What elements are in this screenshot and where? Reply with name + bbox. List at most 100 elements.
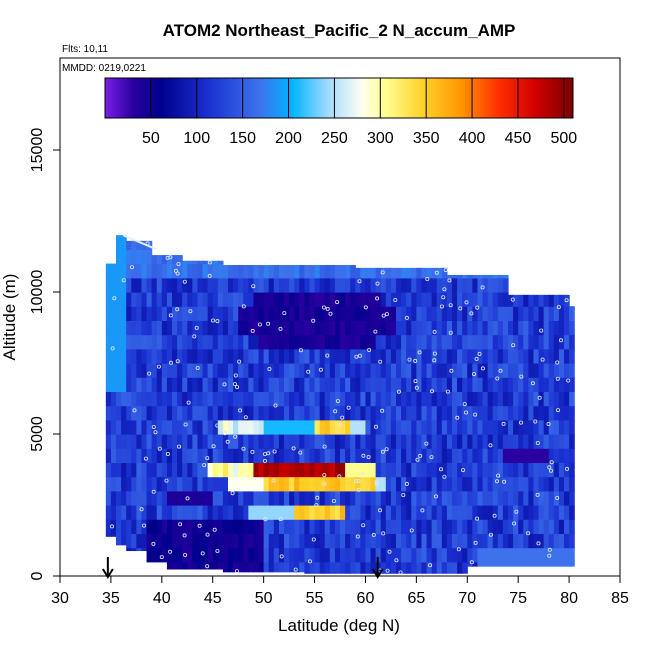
heatmap-cell	[294, 505, 300, 520]
track-point	[555, 360, 560, 365]
heatmap-cell	[487, 462, 494, 478]
heatmap-cell	[513, 519, 519, 534]
heatmap-cell	[385, 277, 392, 293]
heatmap-cell	[172, 462, 178, 478]
heatmap-cell	[156, 462, 163, 478]
heatmap-cell	[360, 320, 367, 336]
heatmap-cell	[360, 462, 367, 478]
heatmap-cell	[202, 292, 209, 307]
track-point	[159, 555, 164, 560]
heatmap-cell	[207, 292, 214, 307]
track-point	[511, 343, 516, 348]
x-tick-label: 45	[204, 590, 222, 607]
heatmap-cell	[558, 533, 565, 549]
heatmap-cell	[248, 419, 255, 435]
heatmap-cell	[370, 277, 377, 293]
heatmap-cell	[431, 277, 438, 293]
heatmap-cell	[258, 490, 265, 506]
heatmap-cell	[126, 391, 132, 407]
heatmap-cell	[309, 265, 316, 279]
track-point	[458, 306, 463, 311]
heatmap-cell	[508, 306, 514, 321]
heatmap-cell	[289, 405, 295, 421]
heatmap-cell	[370, 405, 377, 421]
track-point	[241, 304, 246, 309]
heatmap-cell	[151, 462, 158, 478]
heatmap-cell	[487, 519, 494, 534]
heatmap-cell	[202, 419, 209, 435]
track-point	[279, 554, 284, 559]
heatmap-cell	[513, 320, 519, 336]
heatmap-cell	[141, 377, 148, 392]
heatmap-cell	[502, 419, 509, 435]
heatmap-cell	[324, 405, 331, 421]
heatmap-cell	[268, 448, 275, 463]
track-point	[211, 444, 216, 449]
heatmap-cell	[212, 405, 219, 421]
heatmap-cell	[278, 405, 285, 421]
track-point	[250, 449, 255, 454]
heatmap-cell	[299, 405, 305, 421]
heatmap-cell	[324, 391, 331, 407]
heatmap-cell	[375, 348, 382, 364]
track-point	[380, 408, 385, 413]
heatmap-cell	[268, 405, 275, 421]
heatmap-cell	[340, 561, 346, 574]
heatmap-cell	[187, 405, 193, 421]
x-tick-label: 85	[611, 590, 629, 607]
heatmap-cell	[197, 476, 204, 492]
heatmap-cell	[396, 334, 402, 350]
heatmap-cell	[212, 334, 219, 350]
heatmap-cell	[452, 320, 458, 336]
heatmap-cell	[564, 348, 570, 364]
heatmap-cell	[222, 391, 229, 407]
heatmap-cell	[416, 434, 423, 449]
heatmap-cell	[187, 263, 193, 279]
track-point	[200, 551, 205, 556]
heatmap-cell	[334, 419, 341, 435]
heatmap-cell	[233, 348, 239, 364]
heatmap-cell	[228, 265, 234, 279]
heatmap-cell	[110, 405, 117, 421]
heatmap-cell	[212, 462, 219, 478]
heatmap-cell	[289, 490, 295, 506]
heatmap-cell	[294, 334, 300, 350]
heatmap-cell	[197, 263, 204, 279]
heatmap-cell	[380, 476, 387, 492]
track-point	[168, 360, 173, 365]
heatmap-cell	[365, 476, 372, 492]
heatmap-cell	[564, 519, 570, 534]
heatmap-cell	[477, 334, 484, 350]
heatmap-cell	[375, 267, 382, 279]
heatmap-cell	[462, 306, 468, 321]
heatmap-cell	[131, 476, 137, 492]
heatmap-cell	[319, 505, 326, 520]
heatmap-cell	[309, 419, 316, 435]
track-point	[471, 372, 476, 377]
heatmap-cell	[309, 462, 316, 478]
track-point	[381, 313, 386, 318]
x-tick-label: 80	[560, 590, 578, 607]
heatmap-cell	[233, 462, 239, 478]
track-point	[357, 279, 362, 284]
heatmap-cell	[222, 476, 229, 492]
track-point	[449, 368, 454, 373]
heatmap-cell	[396, 533, 402, 549]
heatmap-cell	[131, 240, 137, 250]
heatmap-cell	[212, 547, 219, 563]
heatmap-cell	[238, 277, 244, 293]
heatmap-cell	[146, 292, 153, 307]
heatmap-cell	[492, 405, 499, 421]
heatmap-cell	[202, 306, 209, 321]
heatmap-cell	[253, 533, 260, 549]
heatmap-cell	[197, 405, 204, 421]
heatmap-cell	[228, 561, 234, 573]
heatmap-cell	[569, 533, 575, 549]
track-point	[498, 368, 503, 373]
heatmap-cell	[421, 419, 428, 435]
heatmap-cell	[508, 490, 514, 506]
heatmap-cell	[136, 320, 143, 336]
heatmap-cell	[569, 334, 575, 350]
heatmap-cell	[421, 267, 428, 279]
track-point	[112, 296, 117, 301]
